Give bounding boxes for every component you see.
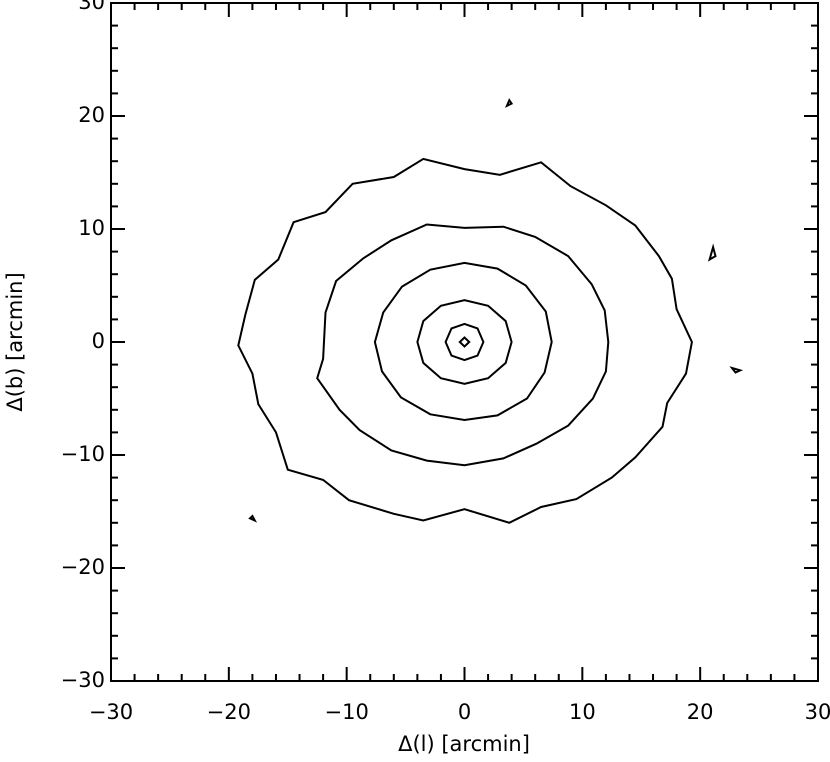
contour-line bbox=[504, 98, 514, 108]
contour-line bbox=[237, 157, 693, 524]
y-tick-label: 20 bbox=[78, 103, 105, 127]
y-axis-label: Δ(b) [arcmin] bbox=[3, 272, 27, 411]
contour-line bbox=[444, 322, 485, 362]
contour-line bbox=[458, 336, 471, 348]
contour-line bbox=[729, 366, 744, 374]
contour-line bbox=[248, 514, 258, 523]
x-axis-label: Δ(l) [arcmin] bbox=[398, 732, 530, 756]
x-tick-label: 30 bbox=[805, 700, 830, 724]
x-tick-label: 10 bbox=[569, 700, 596, 724]
plot-frame bbox=[110, 2, 819, 682]
y-tick-label: −10 bbox=[61, 442, 105, 466]
contour-line bbox=[416, 299, 513, 385]
y-tick-label: −20 bbox=[61, 555, 105, 579]
contour-line bbox=[707, 243, 717, 262]
x-tick-label: −30 bbox=[89, 700, 133, 724]
y-tick-label: 0 bbox=[92, 329, 105, 353]
y-tick-label: −30 bbox=[61, 668, 105, 692]
x-tick-label: −10 bbox=[325, 700, 369, 724]
contour-line bbox=[316, 223, 610, 467]
y-tick-label: 30 bbox=[78, 0, 105, 14]
x-tick-label: −20 bbox=[207, 700, 251, 724]
y-tick-label: 10 bbox=[78, 216, 105, 240]
contour-line bbox=[373, 261, 553, 422]
x-tick-label: 0 bbox=[458, 700, 471, 724]
x-tick-label: 20 bbox=[687, 700, 714, 724]
